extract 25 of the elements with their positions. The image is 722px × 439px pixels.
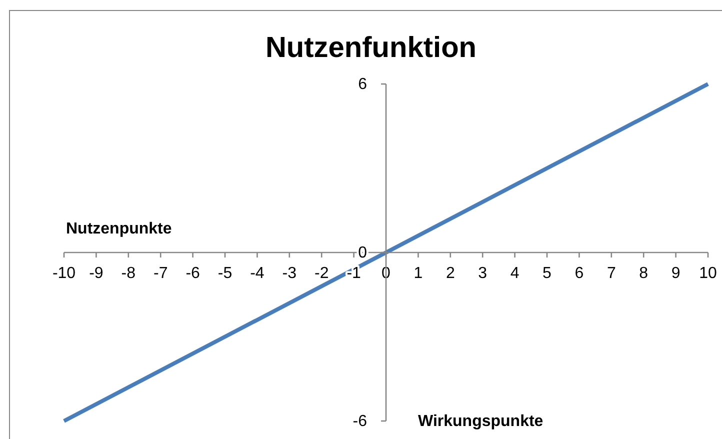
x-tick-label: -10 <box>52 264 76 282</box>
x-tick-label: -6 <box>186 264 200 282</box>
x-tick-label: 2 <box>446 264 455 282</box>
x-axis-title: Wirkungspunkte <box>418 413 544 430</box>
x-tick-label: 9 <box>671 264 680 282</box>
chart-title: Nutzenfunktion <box>265 32 477 64</box>
x-tick-label: -7 <box>153 264 168 282</box>
y-tick-label: 6 <box>358 76 368 94</box>
x-tick-label: -4 <box>250 264 264 282</box>
x-tick-label: -9 <box>89 264 104 282</box>
x-tick-label: 1 <box>414 264 423 282</box>
x-tick-label: -8 <box>121 264 136 282</box>
x-tick-label: 4 <box>510 264 520 282</box>
y-tick-label: 0 <box>358 244 368 262</box>
x-tick-label: 8 <box>639 264 648 282</box>
x-tick-label: 7 <box>606 264 616 282</box>
x-tick-label: -3 <box>282 264 297 282</box>
x-tick-label: -2 <box>314 264 329 282</box>
y-tick-label: -6 <box>352 413 368 430</box>
y-axis-title: Nutzenpunkte <box>66 220 172 238</box>
x-tick-label: 6 <box>574 264 584 282</box>
x-tick-label: -5 <box>218 264 232 282</box>
x-tick-label: 3 <box>478 264 488 282</box>
x-tick-label: 5 <box>542 264 552 282</box>
x-tick-label: 10 <box>699 264 717 282</box>
